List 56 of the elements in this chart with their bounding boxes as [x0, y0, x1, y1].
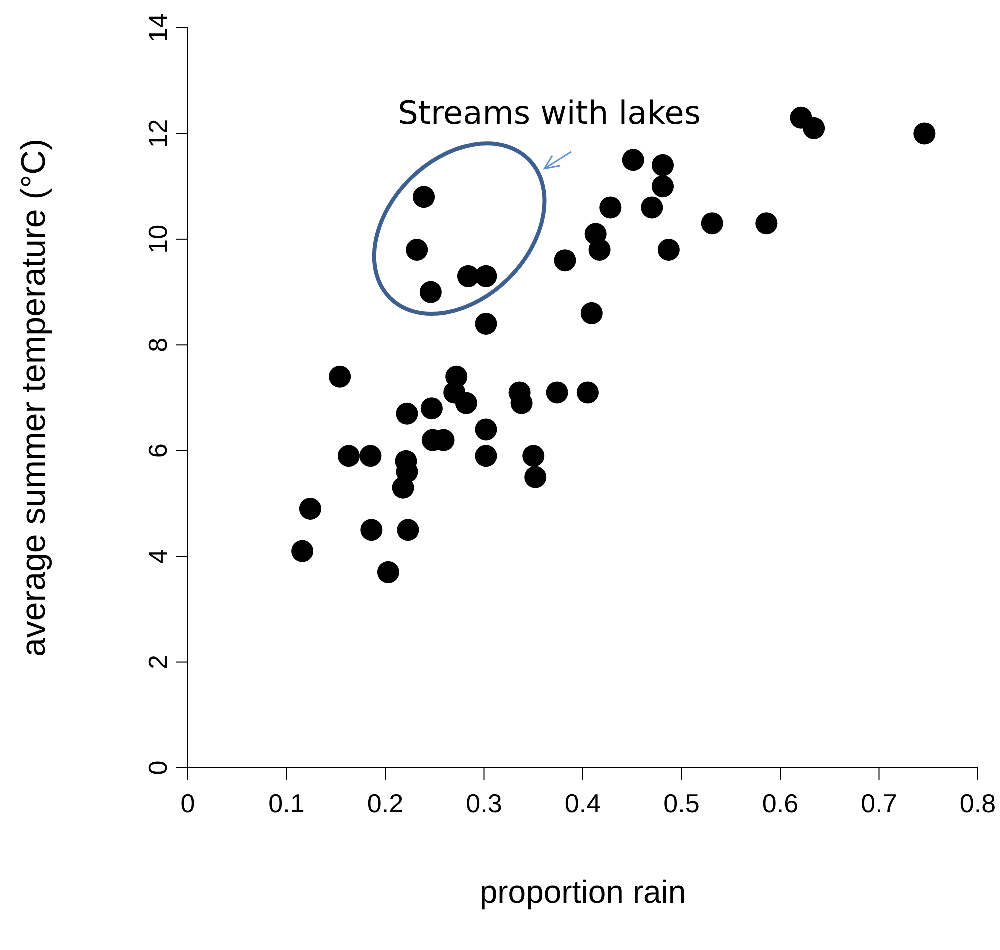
point [600, 196, 622, 219]
point [652, 176, 674, 198]
point [455, 392, 478, 414]
point [588, 239, 611, 261]
x-tick-label: 0.8 [960, 788, 996, 818]
point [622, 149, 644, 172]
x-tick-label: 0.6 [762, 788, 799, 818]
point [524, 466, 547, 488]
point [756, 212, 778, 235]
x-tick-label: 0.5 [664, 788, 700, 818]
point [338, 445, 360, 468]
x-tick-label: 0.3 [466, 788, 502, 818]
point [396, 402, 418, 425]
y-tick-label: 10 [143, 224, 174, 254]
x-tick-label: 0.7 [861, 788, 898, 818]
y-tick-label: 2 [143, 655, 174, 670]
x-tick-label: 0 [180, 788, 196, 818]
y-axis-title: average summer temperature (°C) [15, 138, 54, 658]
point [475, 265, 498, 288]
point [292, 540, 314, 562]
point [803, 117, 826, 140]
point [554, 250, 576, 272]
point [522, 445, 545, 468]
point [475, 313, 498, 335]
x-tick-label: 0.2 [367, 788, 404, 818]
point [701, 212, 724, 235]
point [360, 519, 383, 542]
annotation: Streams with lakes [398, 94, 702, 132]
point [457, 265, 480, 288]
y-tick-label: 0 [143, 760, 174, 776]
point [475, 445, 498, 468]
point [406, 239, 428, 261]
point [299, 498, 322, 520]
y-tick-label: 12 [143, 119, 174, 148]
point [420, 281, 442, 304]
point [658, 239, 680, 261]
point [652, 154, 674, 176]
y-tick-label: 4 [143, 549, 174, 564]
point [641, 196, 664, 219]
point [413, 186, 436, 208]
point [377, 561, 400, 584]
point [329, 366, 352, 388]
point [360, 445, 382, 468]
x-axis-title: proportion rain [480, 874, 686, 910]
y-tick-label: 14 [143, 14, 174, 42]
point [914, 122, 936, 145]
point [420, 398, 443, 420]
y-tick-label: 8 [143, 338, 174, 352]
x-tick-label: 0.1 [268, 788, 305, 818]
point [546, 382, 568, 404]
point [397, 519, 420, 542]
point [576, 382, 599, 404]
point [475, 418, 498, 441]
point [580, 302, 603, 324]
y-tick-label: 6 [143, 444, 174, 458]
x-tick-label: 0.4 [564, 788, 602, 818]
